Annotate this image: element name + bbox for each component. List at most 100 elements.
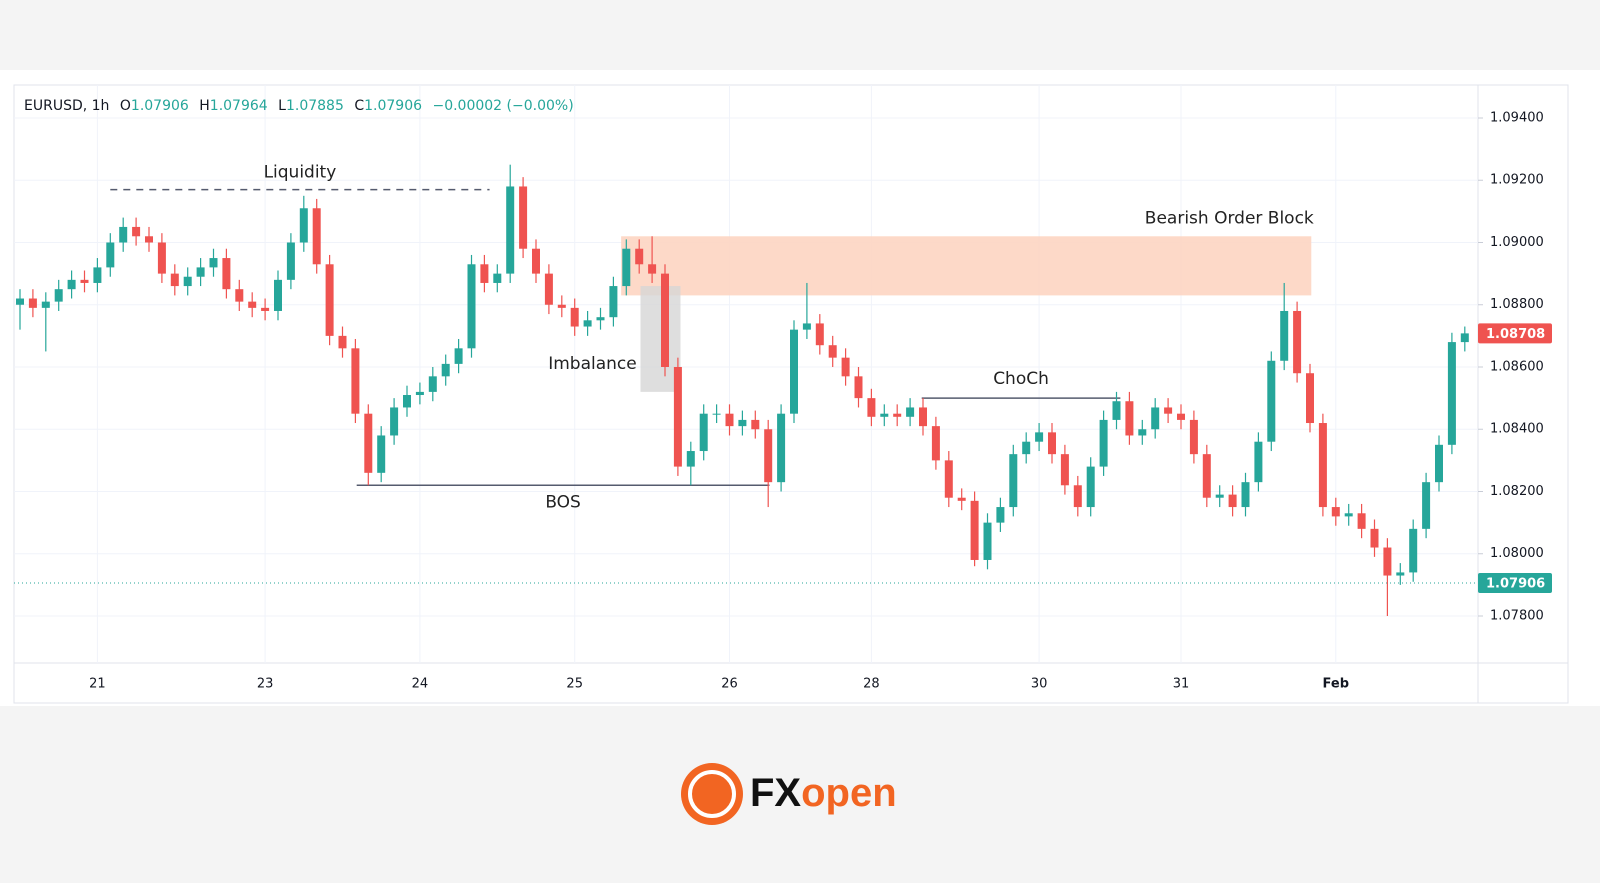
- grid: [14, 85, 1478, 663]
- candle-body: [970, 500, 979, 560]
- candle-body: [622, 248, 631, 287]
- candle-body: [828, 345, 837, 358]
- y-tick-label: 1.09000: [1490, 235, 1544, 250]
- candle-body: [661, 273, 669, 367]
- candle-body: [299, 208, 308, 243]
- y-tick-label: 1.09200: [1490, 173, 1544, 188]
- candle-body: [1009, 454, 1018, 508]
- y-tick-label: 1.08200: [1490, 484, 1544, 499]
- candle-body: [712, 413, 721, 415]
- candle-body: [196, 267, 205, 277]
- candle-body: [93, 267, 102, 283]
- candle-body: [119, 226, 128, 243]
- candle-body: [519, 186, 528, 249]
- candle-body: [1460, 333, 1469, 343]
- candle-body: [1293, 310, 1302, 374]
- chart-frame: [13, 84, 1569, 704]
- candle-body: [1048, 432, 1056, 455]
- candle-body: [145, 236, 153, 243]
- l-value: 1.07885: [286, 98, 344, 114]
- candle-body: [364, 413, 373, 473]
- candle-body: [403, 395, 411, 408]
- candles: [16, 164, 1469, 617]
- candle-body: [132, 226, 141, 237]
- order-block-label: Bearish Order Block: [1145, 208, 1314, 228]
- candle-body: [1306, 373, 1314, 424]
- candle-body: [1447, 342, 1456, 445]
- candle-body: [906, 407, 915, 417]
- imbalance-zone: [640, 286, 681, 392]
- y-tick-label: 1.08800: [1490, 297, 1544, 312]
- candle-body: [1409, 528, 1418, 573]
- x-tick-label: 26: [721, 677, 738, 692]
- candle-body: [686, 451, 695, 467]
- candle-body: [596, 317, 605, 321]
- current-price-label-box: [1478, 573, 1552, 594]
- candle-body: [1396, 572, 1405, 576]
- logo-mark-ring: [688, 770, 736, 818]
- header: EURUSD, 1h O1.07906 H1.07964 L1.07885 C1…: [24, 98, 574, 114]
- candle-body: [106, 242, 115, 268]
- y-tick-label: 1.09400: [1490, 110, 1544, 125]
- x-tick-label: Feb: [1323, 677, 1349, 692]
- logo-text: FXopen: [750, 771, 897, 815]
- candle-body: [815, 323, 824, 346]
- candle-body: [996, 507, 1005, 523]
- candle-body: [377, 435, 386, 473]
- y-tick-label: 1.08600: [1490, 359, 1544, 374]
- candle-body: [1370, 528, 1379, 548]
- candle-body: [570, 307, 579, 327]
- x-tick-label: 21: [89, 677, 106, 692]
- c-value: 1.07906: [364, 98, 422, 114]
- candle-body: [1344, 513, 1353, 517]
- candle-body: [157, 242, 166, 274]
- candle-body: [16, 298, 24, 305]
- o-label: O: [120, 98, 131, 114]
- logo: FXopen: [681, 763, 897, 825]
- h-label: H: [199, 98, 210, 114]
- candle-body: [880, 413, 889, 417]
- candle-body: [1215, 494, 1224, 498]
- candle-body: [699, 413, 708, 452]
- choch-label: ChoCh: [993, 369, 1049, 389]
- candle-body: [209, 258, 218, 268]
- candle-body: [325, 264, 334, 336]
- candle-body: [274, 279, 282, 311]
- x-tick-label: 31: [1173, 677, 1190, 692]
- candle-body: [1318, 423, 1327, 508]
- axes: 1.07800 1.08000 1.08200 1.08400 1.08600 1.088…: [89, 110, 1552, 692]
- bos-label: BOS: [545, 492, 581, 512]
- candle-body: [854, 376, 863, 399]
- candle-body: [261, 307, 270, 311]
- candle-body: [802, 323, 811, 330]
- candle-body: [673, 366, 682, 467]
- candle-body: [28, 298, 37, 308]
- x-tick-label: 23: [257, 677, 274, 692]
- l-label: L: [278, 98, 286, 114]
- candle-body: [1086, 466, 1095, 508]
- candle-body: [532, 248, 540, 274]
- candle-body: [54, 289, 63, 302]
- candle-body: [493, 273, 502, 283]
- y-tick-label: 1.08000: [1490, 546, 1544, 561]
- candle-body: [919, 407, 927, 427]
- candle-body: [1138, 429, 1147, 436]
- candle-body: [557, 304, 566, 308]
- annotations: Bearish Order Block Imbalance Liquidity Cho…: [14, 163, 1478, 584]
- candle-body: [1435, 444, 1443, 483]
- candle-body: [635, 248, 644, 265]
- candle-body: [480, 264, 489, 283]
- candle-body: [1357, 513, 1366, 529]
- candle-body: [777, 413, 786, 483]
- candle-body: [390, 407, 399, 436]
- last-price-label-box: [1478, 323, 1552, 344]
- candle-body: [454, 348, 463, 364]
- candle-body: [1177, 413, 1185, 420]
- candle-body: [351, 348, 360, 414]
- candle-body: [506, 186, 515, 274]
- candle-body: [1228, 494, 1237, 508]
- candle-body: [583, 320, 592, 327]
- candle-body: [764, 429, 773, 483]
